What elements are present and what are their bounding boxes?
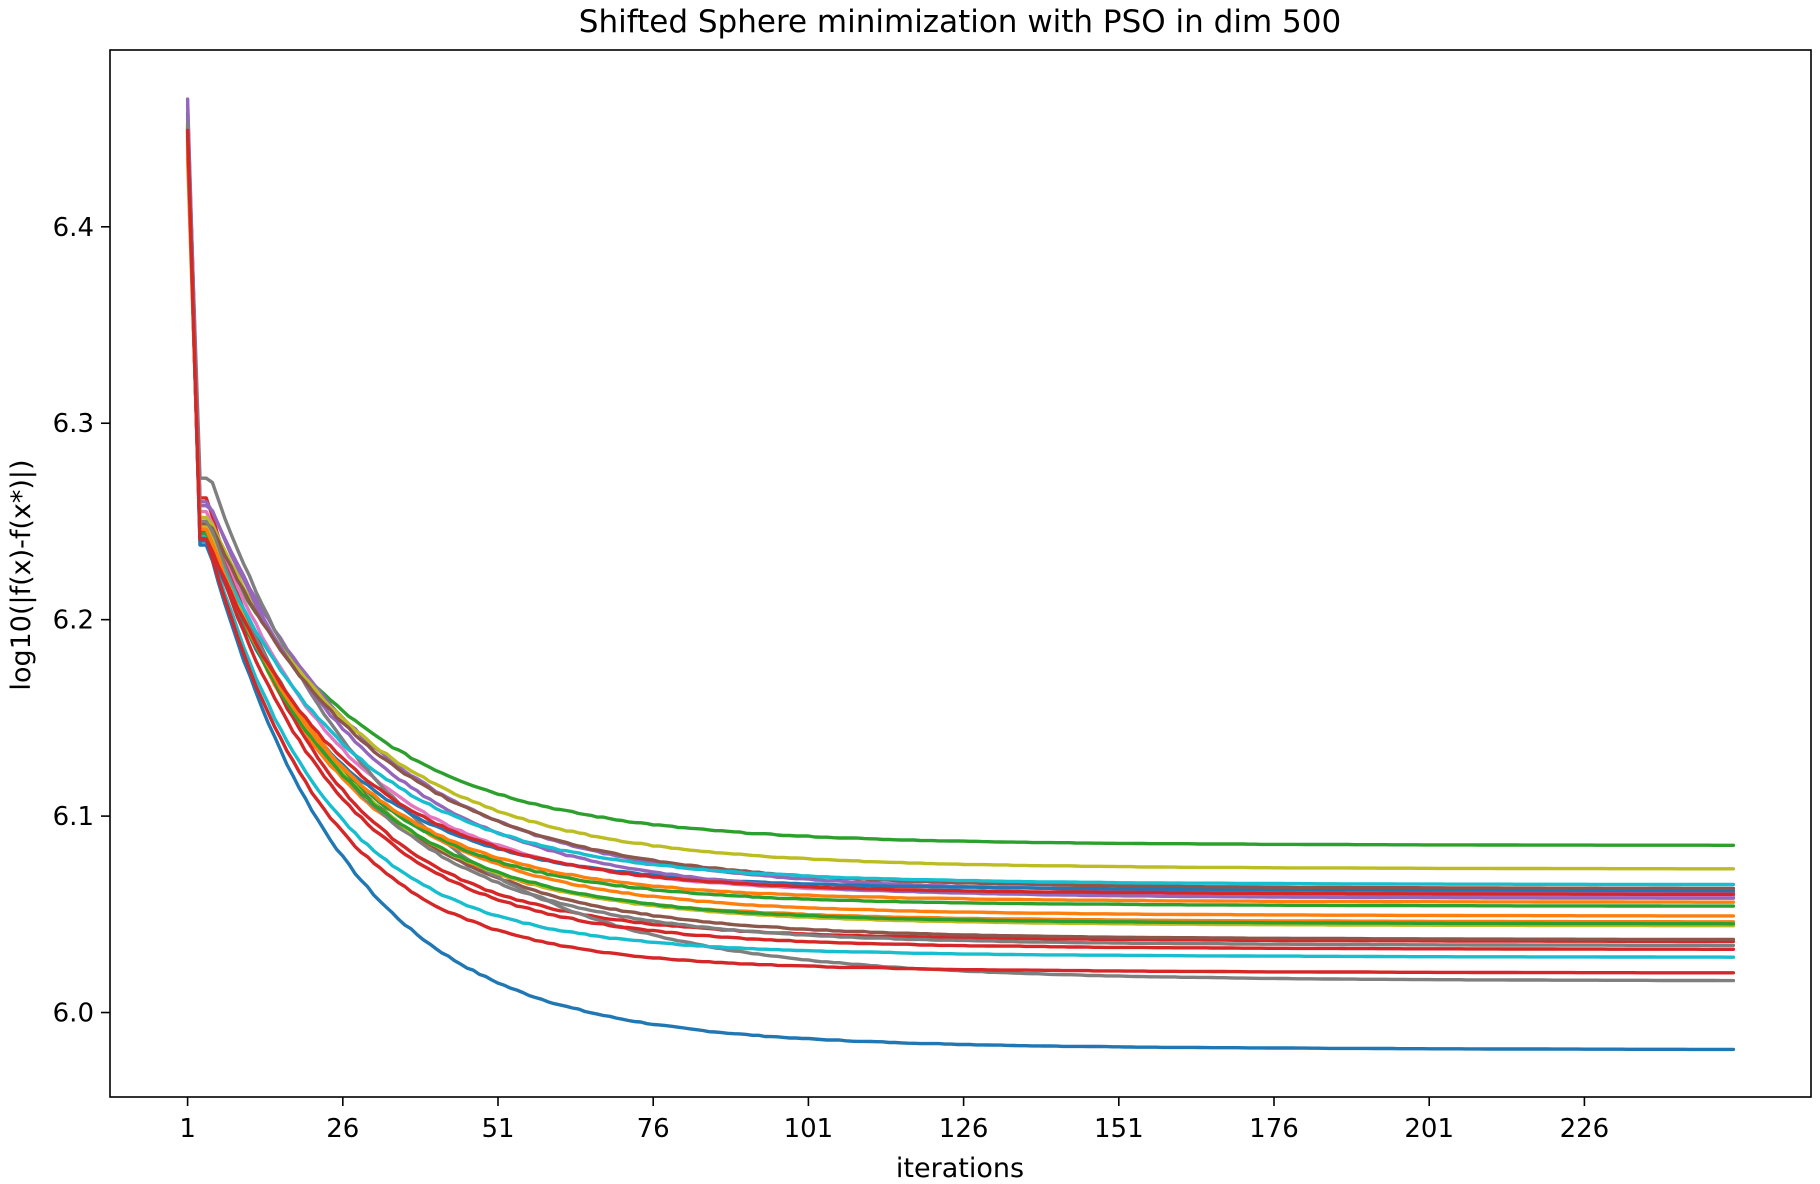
series-line-13	[185, 128, 1736, 908]
x-tick-label: 26	[326, 1114, 359, 1144]
series-line-4	[185, 142, 1736, 944]
y-axis-label: log10(|f(x)-f(x*)|)	[6, 459, 37, 690]
series-line-15	[185, 103, 1736, 900]
chart-title: Shifted Sphere minimization with PSO in …	[579, 4, 1341, 40]
series-line-17	[185, 120, 1736, 948]
series-line-14	[185, 130, 1736, 975]
y-tick-label: 6.1	[53, 802, 94, 832]
y-tick-label: 6.0	[53, 999, 94, 1029]
y-tick-label: 6.2	[53, 606, 94, 636]
x-tick-label: 76	[637, 1114, 670, 1144]
series-line-21	[185, 130, 1736, 926]
plot-frame	[109, 49, 1812, 1098]
x-axis-ticks: 1 26 51 76 101 126 151 176 201 226	[179, 1097, 1609, 1144]
x-tick-label: 101	[784, 1114, 834, 1144]
x-tick-label: 176	[1249, 1114, 1299, 1144]
x-tick-label: 201	[1404, 1114, 1454, 1144]
x-tick-label: 1	[179, 1114, 196, 1144]
y-tick-label: 6.3	[53, 409, 94, 439]
series-line-22	[185, 140, 1736, 904]
y-tick-label: 6.4	[53, 213, 94, 243]
series-line-10	[185, 134, 1736, 959]
x-tick-label: 126	[939, 1114, 989, 1144]
series-group	[185, 97, 1736, 1052]
x-tick-label: 51	[481, 1114, 514, 1144]
x-axis-label: iterations	[896, 1153, 1024, 1184]
x-tick-label: 151	[1094, 1114, 1144, 1144]
series-line-1	[185, 111, 1736, 1052]
series-line-16	[185, 124, 1736, 891]
series-line-23	[185, 128, 1736, 896]
series-line-9	[185, 146, 1736, 871]
series-line-3	[185, 126, 1736, 847]
y-axis-ticks: 6.0 6.1 6.2 6.3 6.4	[53, 213, 110, 1029]
series-line-6	[185, 122, 1736, 942]
series-line-19	[185, 132, 1736, 887]
series-line-20	[185, 134, 1736, 951]
series-line-11	[185, 126, 1736, 893]
x-tick-label: 226	[1560, 1114, 1610, 1144]
